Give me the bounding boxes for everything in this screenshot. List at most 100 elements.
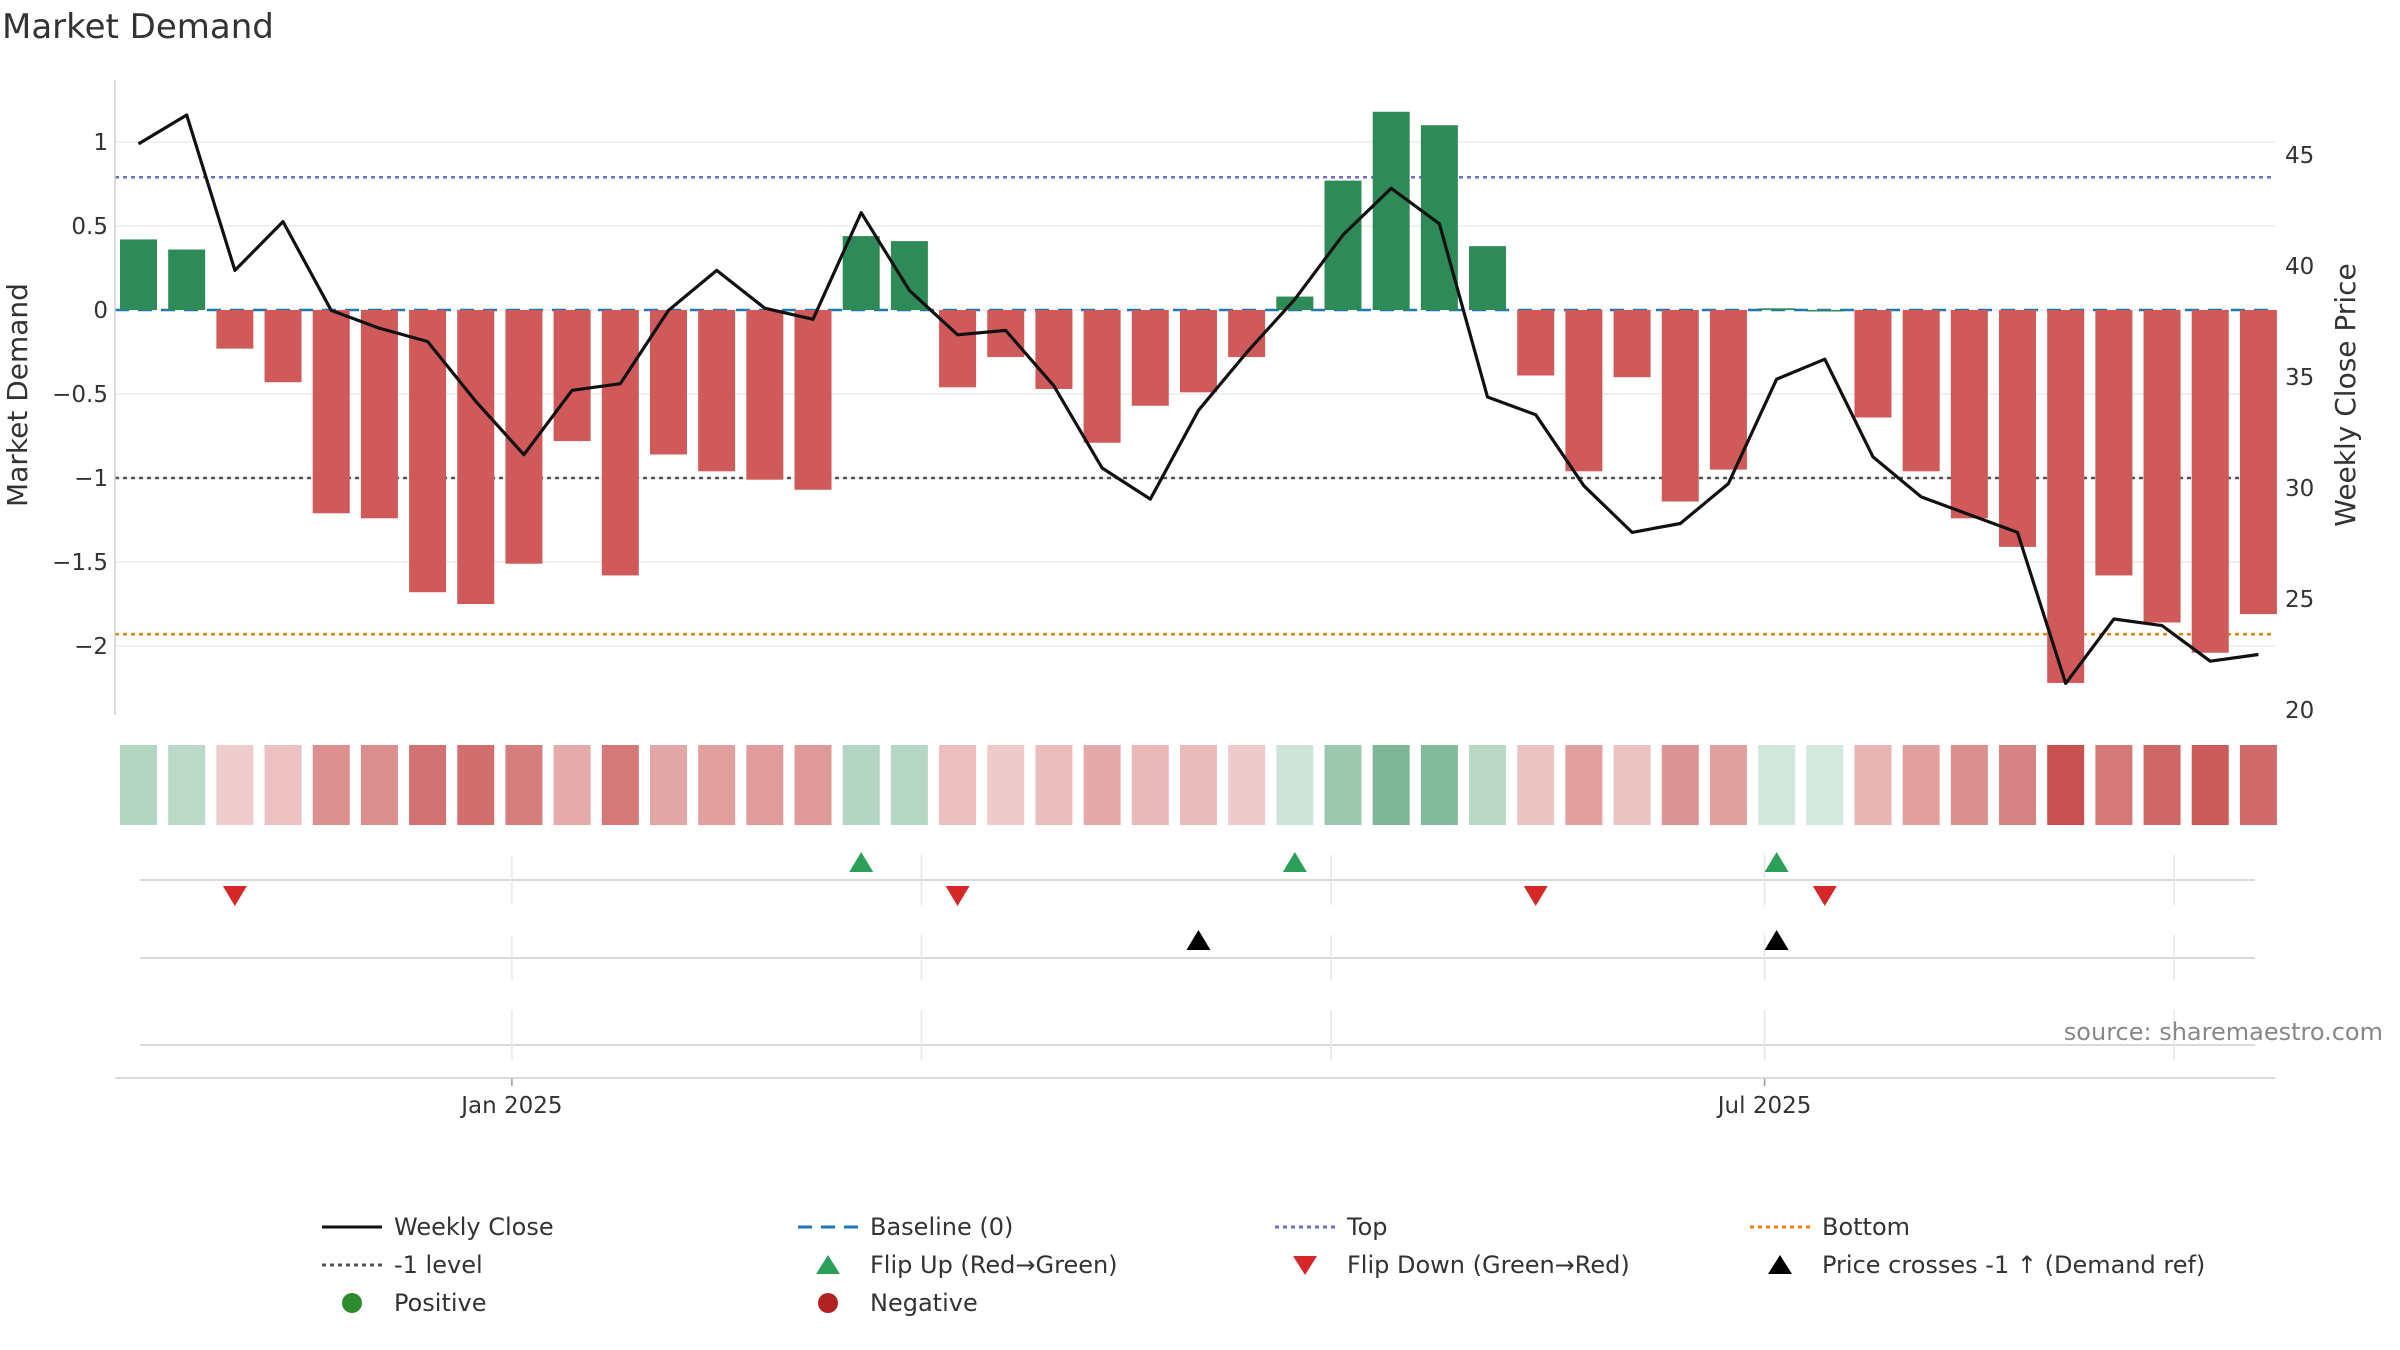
legend-swatch-tri-up — [816, 1255, 840, 1274]
heat-cell — [1083, 745, 1121, 825]
demand-bar — [457, 310, 495, 604]
demand-bar — [842, 236, 880, 310]
heat-cell — [698, 745, 736, 825]
demand-bar — [1854, 310, 1892, 418]
y-axis-label-right: Weekly Close Price — [2329, 263, 2362, 526]
demand-bar — [1131, 310, 1169, 406]
demand-bar — [1613, 310, 1651, 378]
y-tick-label-left: 1 — [93, 130, 108, 156]
heat-cell — [360, 745, 398, 825]
demand-bar — [1276, 296, 1314, 310]
legend-item: Baseline (0) — [798, 1213, 1013, 1241]
demand-bar — [1758, 308, 1796, 310]
demand-bar — [2239, 310, 2277, 615]
heat-cell — [1469, 745, 1507, 825]
legend-item: Top — [1275, 1213, 1388, 1241]
y-tick-label-left: −1 — [74, 466, 108, 492]
y-axis-label-left: Market Demand — [1, 283, 34, 507]
heat-cell — [216, 745, 254, 825]
axes: 1 0.5 0 −0.5 −1 −1.5 −2 45 40 35 30 25 20 Jan 2025 Jul… — [52, 80, 2314, 1119]
demand-bar — [1035, 310, 1073, 389]
heat-cell — [553, 745, 591, 825]
heat-cell — [312, 745, 350, 825]
heat-cell — [1131, 745, 1169, 825]
demand-bar — [698, 310, 736, 472]
heat-cell — [1179, 745, 1217, 825]
demand-bar — [1083, 310, 1121, 443]
legend-label: Weekly Close — [394, 1213, 554, 1241]
heat-cell — [409, 745, 447, 825]
legend-label: Flip Down (Green→Red) — [1347, 1251, 1630, 1279]
demand-bar — [2047, 310, 2085, 683]
heat-cell — [842, 745, 880, 825]
legend-item: Bottom — [1750, 1213, 1910, 1241]
demand-bar — [1372, 111, 1410, 310]
demand-bar — [360, 310, 398, 519]
y-tick-label-right: 25 — [2285, 587, 2314, 613]
demand-bar — [1709, 310, 1747, 470]
demand-bar — [1661, 310, 1699, 502]
heat-cell — [1854, 745, 1892, 825]
demand-bar — [1420, 125, 1458, 310]
demand-bar — [2191, 310, 2229, 653]
demand-bar — [890, 241, 928, 310]
price-cross-marker — [1764, 930, 1789, 950]
heat-cell — [1035, 745, 1073, 825]
legend-label: -1 level — [394, 1251, 483, 1279]
demand-bar — [794, 310, 832, 490]
y-tick-label-right: 40 — [2285, 254, 2314, 280]
heat-cell — [1420, 745, 1458, 825]
demand-bar — [1324, 180, 1362, 310]
legend-item: Flip Down (Green→Red) — [1293, 1251, 1630, 1279]
heat-cell — [1517, 745, 1555, 825]
source-credit: source: sharemaestro.com — [2064, 1018, 2383, 1046]
heat-cell — [601, 745, 639, 825]
demand-bar — [1999, 310, 2037, 547]
legend-swatch-dot — [818, 1293, 838, 1313]
flip-down-marker — [222, 886, 247, 906]
price-cross-marker — [1186, 930, 1211, 950]
heat-cell — [1902, 745, 1940, 825]
demand-bar — [312, 310, 350, 514]
y-tick-label-right: 45 — [2285, 143, 2314, 169]
demand-bar — [746, 310, 784, 480]
demand-bar — [120, 239, 157, 310]
demand-bar — [987, 310, 1025, 358]
x-tick-label: Jan 2025 — [459, 1093, 562, 1119]
heat-cell — [1324, 745, 1362, 825]
heat-cell — [457, 745, 495, 825]
heat-cell — [1806, 745, 1844, 825]
legend-item: -1 level — [322, 1251, 483, 1279]
legend-label: Baseline (0) — [870, 1213, 1013, 1241]
demand-bar — [1565, 310, 1603, 472]
demand-bar — [264, 310, 302, 383]
legend: Weekly Close Baseline (0) Top Bottom -1 leve… — [322, 1213, 2205, 1317]
heat-cell — [2047, 745, 2085, 825]
demand-bar — [1902, 310, 1940, 472]
flip-down-marker — [1812, 886, 1837, 906]
demand-bar — [168, 249, 206, 310]
legend-item: Weekly Close — [322, 1213, 554, 1241]
y-tick-label-left: −1.5 — [52, 550, 108, 576]
heat-cell — [987, 745, 1025, 825]
demand-bar — [1950, 310, 1988, 519]
heat-cell — [2095, 745, 2133, 825]
demand-bar — [1806, 310, 1844, 312]
weekly-close-polyline — [137, 113, 2259, 686]
heat-cell — [1709, 745, 1747, 825]
heat-cell — [794, 745, 832, 825]
heat-cell — [120, 745, 157, 825]
weekly-close-line — [137, 113, 2259, 686]
heat-cell — [890, 745, 928, 825]
demand-bar — [216, 310, 254, 349]
heat-cell — [1950, 745, 1988, 825]
heat-cell — [1613, 745, 1651, 825]
demand-bar — [409, 310, 447, 593]
heat-cell — [2191, 745, 2229, 825]
flip-up-marker — [1764, 852, 1789, 872]
heat-cell — [939, 745, 977, 825]
demand-bar — [1228, 310, 1266, 358]
heat-cell — [168, 745, 206, 825]
heat-cell — [264, 745, 302, 825]
